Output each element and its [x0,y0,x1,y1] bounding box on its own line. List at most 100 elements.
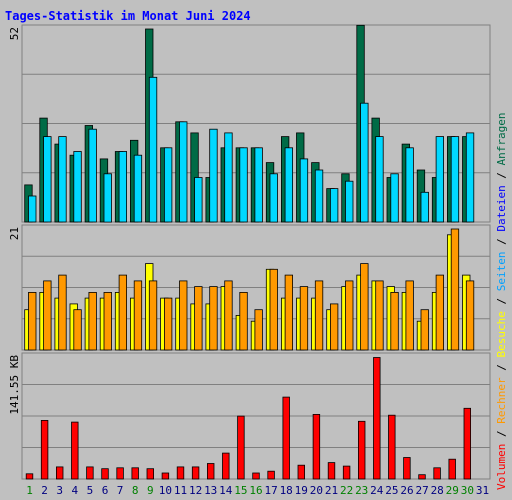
middle-bar-besuche-day-9 [148,280,158,351]
top-bar-dateien-day-4 [73,151,82,223]
top-bar-dateien-day-27 [420,191,429,223]
middle-bar-besuche-day-23 [360,263,369,351]
top-bar-dateien-day-13 [209,128,218,223]
middle-bar-besuche-day-18 [284,274,294,351]
bottom-bar-volumen-day-14 [222,452,230,480]
middle-bar-besuche-day-28 [435,274,445,351]
day-label-24: 24 [370,484,384,497]
bottom-bar-volumen-day-2 [40,419,49,480]
day-label-26: 26 [400,484,413,497]
bottom-bar-volumen-day-4 [71,421,79,480]
day-label-30: 30 [461,484,474,497]
middle-panel-axis-label: 21 [8,227,21,240]
day-label-10: 10 [159,484,172,497]
day-label-16: 16 [249,484,262,497]
top-bar-dateien-day-7 [118,151,127,223]
middle-bar-besuche-day-26 [405,280,414,351]
middle-bar-besuche-day-8 [133,280,143,351]
top-bar-dateien-day-5 [88,128,97,223]
day-label-18: 18 [280,484,293,497]
middle-bar-besuche-day-13 [209,286,218,351]
middle-bar-besuche-day-10 [163,297,173,351]
legend-separator: / [495,424,508,444]
middle-bar-besuche-day-17 [269,268,278,351]
day-label-5: 5 [87,484,94,497]
day-label-4: 4 [71,484,78,497]
bottom-bar-volumen-day-29 [448,458,456,480]
x-axis-day-labels: 1 2 3 4 5 6 7 8 9 10 11 12 13 14 15 16 17 18 19 20 21 22 23 24 2… [26,484,489,497]
day-label-31: 31 [476,484,489,497]
middle-bar-besuche-day-15 [239,291,248,351]
top-bar-dateien-day-10 [163,147,173,223]
middle-bar-besuche-day-1 [28,291,37,351]
top-panel-axis-label: 52 [8,27,21,40]
top-bar-dateien-day-26 [405,147,414,223]
top-bar-dateien-day-3 [58,136,67,223]
middle-bar-besuche-day-20 [314,280,324,351]
bottom-bar-volumen-day-30 [463,407,471,480]
bottom-bar-volumen-day-24 [373,357,381,480]
middle-bar-besuche-day-3 [58,274,67,351]
top-bar-dateien-day-25 [390,173,399,223]
day-label-1: 1 [26,484,33,497]
bottom-bar-volumen-day-10 [161,472,170,480]
day-label-15: 15 [234,484,247,497]
middle-bar-besuche-day-4 [73,309,82,351]
chart-title: Tages-Statistik im Monat Juni 2024 [5,9,251,23]
chart-panels [21,24,491,480]
middle-bar-besuche-day-6 [103,291,112,351]
bottom-bar-volumen-day-23 [357,420,366,480]
bottom-bar-volumen-day-17 [267,470,275,480]
legend-anfragen: Anfragen [495,112,508,165]
day-label-7: 7 [117,484,124,497]
top-bar-dateien-day-16 [254,147,263,223]
middle-bar-besuche-day-27 [420,309,429,351]
legend-seiten: Seiten [495,252,508,292]
bottom-bar-volumen-day-3 [56,466,64,480]
middle-bar-besuche-day-14 [224,280,233,351]
top-bar-dateien-day-29 [450,136,460,223]
top-bar-dateien-day-12 [194,177,203,223]
middle-bar-besuche-day-22 [345,280,354,351]
middle-bar-besuche-day-11 [179,280,188,351]
day-label-14: 14 [219,484,233,497]
legend-rechner: Rechner [495,377,508,424]
day-label-22: 22 [340,484,353,497]
legend-separator: / [495,165,508,185]
top-bar-dateien-day-17 [269,173,278,223]
top-bar-dateien-day-24 [375,136,384,223]
top-bar-dateien-day-19 [299,158,309,223]
top-bar-dateien-day-30 [465,132,475,223]
middle-max-label: 21 [8,227,21,240]
day-label-20: 20 [310,484,323,497]
bottom-bar-volumen-day-20 [312,413,321,480]
middle-bar-besuche-day-12 [194,286,203,351]
middle-bar-besuche-day-19 [299,286,309,351]
middle-bar-besuche-day-2 [43,280,52,351]
day-label-23: 23 [355,484,368,497]
top-panel [21,24,491,223]
day-label-19: 19 [295,484,308,497]
day-label-11: 11 [174,484,187,497]
top-bar-dateien-day-23 [360,102,369,223]
middle-bar-besuche-day-25 [390,291,399,351]
bottom-max-label: 141.55 KB [8,355,21,415]
top-bar-dateien-day-21 [329,188,339,223]
middle-bar-besuche-day-30 [465,280,475,351]
middle-bar-besuche-day-21 [329,303,339,351]
middle-bar-besuche-day-16 [254,309,263,351]
top-bar-dateien-day-6 [103,173,112,223]
day-label-12: 12 [189,484,202,497]
legend-besuche: Besuche [495,311,508,357]
top-bar-dateien-day-9 [148,76,158,223]
day-label-3: 3 [56,484,63,497]
top-bar-dateien-day-20 [314,169,324,223]
middle-bar-besuche-day-7 [118,274,127,351]
bottom-bar-volumen-day-16 [252,472,260,480]
bottom-panel [21,352,491,480]
legend-separator: / [495,232,508,252]
top-bar-dateien-day-18 [284,147,294,223]
bottom-bar-volumen-day-15 [237,415,245,480]
bottom-bar-volumen-day-1 [25,473,34,480]
